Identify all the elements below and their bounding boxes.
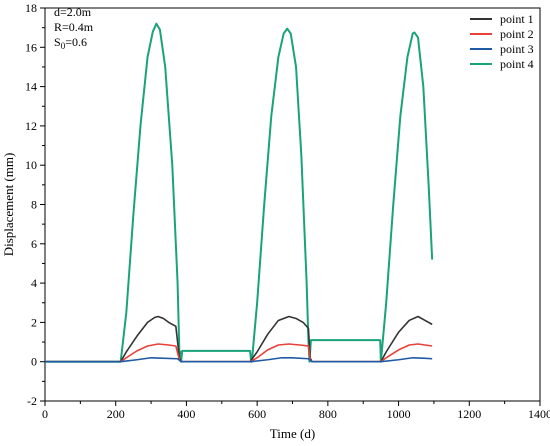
annotation-s0-base: S <box>54 35 61 49</box>
series-line-point-3 <box>45 356 433 363</box>
y-tick-label: 12 <box>25 119 37 133</box>
legend-label-point-3: point 3 <box>500 42 534 56</box>
y-tick-label: 14 <box>25 80 37 94</box>
x-tick-label: 0 <box>42 407 48 421</box>
annotation-s0-value: =0.6 <box>65 35 87 49</box>
axis-ticks: 0 200 400 600 800 1000 1200 1400 -2 0 2 4 6 8 10 12 14 16… <box>25 1 550 421</box>
legend-label-point-1: point 1 <box>500 12 534 26</box>
x-axis-title: Time (d) <box>270 426 315 441</box>
y-tick-label: 6 <box>31 237 37 251</box>
y-tick-label: -2 <box>27 394 37 408</box>
y-tick-label: 2 <box>31 315 37 329</box>
series-lines <box>45 22 434 363</box>
series-line-point-2 <box>45 343 433 363</box>
series-line-point-1 <box>45 315 433 363</box>
legend-label-point-4: point 4 <box>500 57 534 71</box>
y-tick-label: 18 <box>25 1 37 15</box>
x-tick-label: 1200 <box>457 407 481 421</box>
x-tick-label: 400 <box>177 407 195 421</box>
x-tick-label: 800 <box>319 407 337 421</box>
series-line-point-4 <box>45 22 434 363</box>
x-tick-label: 1400 <box>528 407 550 421</box>
y-tick-label: 16 <box>25 40 37 54</box>
x-tick-label: 1000 <box>387 407 411 421</box>
y-axis-title: Displacement (mm) <box>1 153 16 257</box>
legend-label-point-2: point 2 <box>500 27 534 41</box>
y-tick-label: 4 <box>31 276 37 290</box>
annotation-s0-sub: 0 <box>61 41 66 51</box>
y-tick-label: 8 <box>31 198 37 212</box>
annotation-s0: S0=0.6 <box>54 35 87 51</box>
y-tick-label: 0 <box>31 355 37 369</box>
x-tick-label: 600 <box>248 407 266 421</box>
annotation-d: d=2.0m <box>54 5 92 19</box>
y-tick-label: 10 <box>25 158 37 172</box>
x-tick-label: 200 <box>107 407 125 421</box>
annotation-r: R=0.4m <box>54 20 94 34</box>
